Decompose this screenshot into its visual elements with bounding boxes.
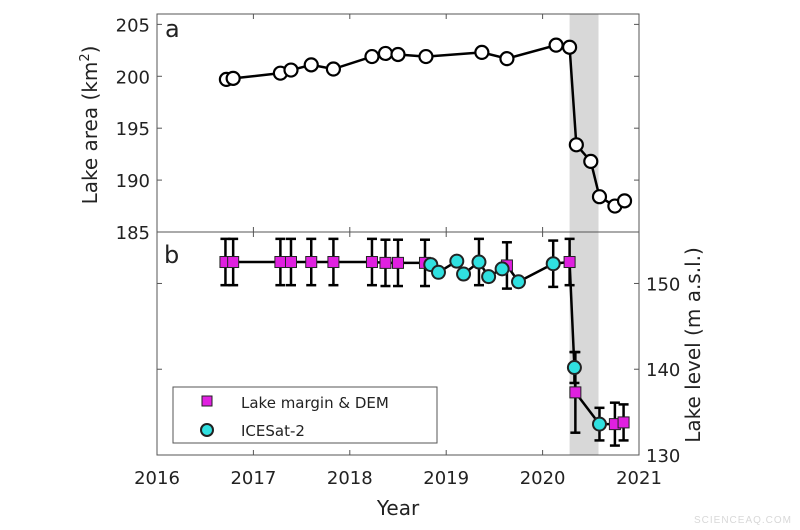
icesat-point (449, 253, 465, 269)
area-point (548, 37, 564, 53)
legend-circle-icon (200, 423, 214, 437)
legend-label-dem: Lake margin & DEM (241, 394, 389, 412)
y-tick-label-a: 205 (116, 15, 150, 36)
y-tick-label-a: 185 (116, 223, 150, 244)
area-point (303, 57, 319, 73)
panel-b-frame (156, 231, 640, 456)
area-point (364, 48, 380, 65)
area-point (418, 48, 434, 65)
area-point (499, 51, 515, 67)
dem-point (227, 256, 240, 269)
dem-point (563, 256, 576, 269)
dem-point (274, 256, 287, 269)
y-axis-label-b: Lake level (m a.s.l.) (681, 247, 705, 443)
icesat-point (430, 264, 446, 280)
x-tick-label: 2021 (616, 468, 662, 489)
y-tick-label-a: 200 (116, 67, 150, 88)
icesat-point (591, 416, 607, 432)
y-tick-label-b: 130 (646, 446, 680, 467)
y-axis-label-a: Lake area (km2) (78, 46, 102, 205)
x-tick-label: 2020 (520, 468, 566, 489)
panel-a-label: a (165, 15, 180, 43)
icesat-point (471, 254, 487, 270)
legend-label-icesat: ICESat-2 (241, 422, 305, 440)
icesat-point (511, 274, 526, 290)
y-tick-label-b: 140 (646, 360, 680, 381)
icesat-point (545, 256, 561, 272)
watermark: SCIENCEAQ.COM (693, 515, 792, 526)
area-point (225, 70, 241, 86)
y-tick-label-a: 195 (116, 119, 150, 140)
x-tick-label: 2018 (327, 468, 373, 489)
icesat-point (566, 360, 582, 376)
y-tick-label-a: 190 (116, 171, 150, 192)
x-tick-label: 2019 (423, 468, 469, 489)
area-point (616, 193, 633, 209)
area-point (561, 39, 578, 55)
dem-point (379, 256, 392, 269)
dem-point (365, 256, 378, 269)
dem-point (327, 256, 340, 269)
panel-b-label: b (164, 241, 179, 269)
dem-point (305, 256, 318, 269)
icesat-point (494, 261, 510, 277)
area-point (583, 153, 599, 170)
legend: Lake margin & DEM ICESat-2 (172, 386, 438, 444)
dem-point (569, 386, 582, 399)
area-point (591, 189, 608, 205)
dem-point (392, 256, 404, 269)
dem-point (284, 256, 297, 269)
area-point (390, 46, 406, 63)
area-point (568, 137, 584, 153)
x-axis-label: Year (376, 496, 420, 520)
area-point (474, 44, 490, 61)
dem-point (617, 416, 630, 429)
area-point (377, 45, 394, 62)
icesat-point (481, 269, 497, 285)
area-point (283, 62, 299, 78)
icesat-point (456, 266, 472, 282)
area-point (325, 61, 342, 77)
y-tick-label-b: 150 (646, 274, 680, 295)
legend-square-icon (201, 395, 213, 407)
x-tick-label: 2016 (134, 468, 180, 489)
x-tick-label: 2017 (230, 468, 276, 489)
